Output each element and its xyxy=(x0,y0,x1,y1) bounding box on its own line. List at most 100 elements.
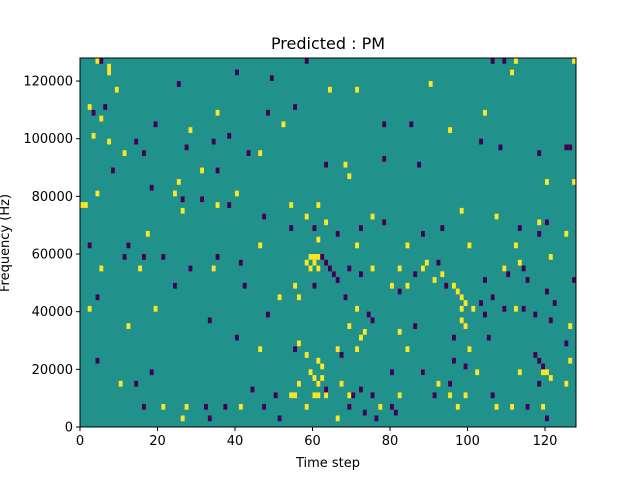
heatmap-cell-high xyxy=(316,202,321,208)
heatmap-cell-low xyxy=(382,156,387,162)
heatmap-cell-low xyxy=(235,69,239,76)
heatmap-cell-high xyxy=(541,369,545,376)
chart-title: Predicted : PM xyxy=(271,34,385,53)
heatmap-cell-high xyxy=(359,334,363,341)
heatmap-cell-low xyxy=(134,380,139,387)
heatmap-cell-high xyxy=(153,305,158,312)
heatmap-cell-high xyxy=(471,305,476,312)
heatmap-cell-high xyxy=(432,277,437,283)
heatmap-cell-low xyxy=(242,282,247,289)
heatmap-cell-low xyxy=(397,288,402,295)
heatmap-cell-low xyxy=(502,58,507,64)
heatmap-cell-high xyxy=(459,294,464,301)
heatmap-cell-low xyxy=(359,225,363,231)
heatmap-cell-low xyxy=(153,121,158,128)
heatmap-cell-low xyxy=(533,311,538,318)
heatmap-cell-low xyxy=(293,346,297,353)
heatmap-cell-low xyxy=(204,403,208,410)
heatmap-cell-high xyxy=(316,392,321,399)
heatmap-cell-low xyxy=(95,357,100,364)
heatmap-cell-high xyxy=(87,104,92,110)
heatmap-cell-low xyxy=(444,282,449,289)
heatmap-cell-high xyxy=(316,236,321,243)
heatmap-cell-high xyxy=(188,127,193,133)
heatmap-cell-low xyxy=(568,144,573,151)
heatmap-cell-high xyxy=(304,403,309,410)
heatmap-cell-low xyxy=(273,392,278,399)
heatmap-cell-high xyxy=(335,346,340,353)
heatmap-cell-low xyxy=(207,415,212,422)
heatmap-cell-high xyxy=(320,363,325,370)
heatmap-cell-high xyxy=(161,403,166,410)
x-tick-label: 120 xyxy=(533,434,558,449)
heatmap-cell-low xyxy=(545,415,549,422)
heatmap-cell-low xyxy=(335,277,340,283)
heatmap-cell-low xyxy=(359,271,363,278)
heatmap-cell-low xyxy=(289,225,294,231)
heatmap-cell-low xyxy=(269,75,274,82)
heatmap-cell-high xyxy=(297,380,301,387)
heatmap-cell-high xyxy=(320,375,325,381)
heatmap-cell-high xyxy=(200,167,204,174)
heatmap-cell-low xyxy=(490,392,495,399)
heatmap-cell-low xyxy=(370,317,375,324)
heatmap-cell-high xyxy=(448,392,452,399)
heatmap-cell-low xyxy=(548,317,553,324)
heatmap-cell-high xyxy=(568,357,573,364)
heatmap-cell-low xyxy=(223,403,228,410)
x-tick-label: 0 xyxy=(76,434,84,449)
heatmap-cell-low xyxy=(521,305,526,312)
heatmap-cell-high xyxy=(502,265,507,272)
y-axis: 0 20000 40000 60000 80000 100000 120000 xyxy=(23,75,80,436)
heatmap-cell-high xyxy=(355,346,359,353)
heatmap-cell-high xyxy=(304,259,309,266)
heatmap-cell-low xyxy=(409,121,414,128)
heatmap-cell-low xyxy=(324,386,328,393)
heatmap-cell-high xyxy=(180,415,185,422)
heatmap-cell-high xyxy=(463,323,468,329)
heatmap-cell-high xyxy=(436,380,441,387)
heatmap-cell-low xyxy=(463,363,468,370)
heatmap-cell-high xyxy=(467,346,472,353)
heatmap-cell-low xyxy=(91,109,96,116)
heatmap-cell-high xyxy=(145,230,150,237)
heatmap-cell-low xyxy=(521,265,526,272)
heatmap-cell-high xyxy=(355,305,359,312)
heatmap-cell-high xyxy=(308,254,313,260)
heatmap-cell-high xyxy=(324,219,328,226)
heatmap-cell-high xyxy=(421,265,425,272)
heatmap-cell-low xyxy=(207,317,212,324)
heatmap-cell-low xyxy=(250,386,255,393)
y-axis-label: Frequency (Hz) xyxy=(0,194,13,292)
heatmap-cell-low xyxy=(413,271,418,278)
heatmap-cell-low xyxy=(266,109,270,116)
heatmap-cell-low xyxy=(525,277,530,283)
heatmap-cell-high xyxy=(238,403,243,410)
heatmap-cell-low xyxy=(572,277,576,283)
heatmap-cell-high xyxy=(452,282,456,289)
y-tick-label: 80000 xyxy=(32,190,73,205)
heatmap-cell-low xyxy=(161,254,166,260)
heatmap-cell-high xyxy=(428,81,433,87)
heatmap-cell-low xyxy=(436,259,441,266)
heatmap-cell-low xyxy=(390,403,394,410)
heatmap-cell-low xyxy=(126,242,131,249)
heatmap-cell-low xyxy=(374,415,379,422)
heatmap-cell-high xyxy=(80,202,84,208)
heatmap-cell-high xyxy=(281,121,286,128)
heatmap-cell-low xyxy=(227,132,232,139)
heatmap-cell-high xyxy=(83,202,88,208)
heatmap-cell-high xyxy=(180,207,185,214)
heatmap-cell-high xyxy=(397,392,402,399)
heatmap-cell-high xyxy=(316,265,321,272)
heatmap-cell-low xyxy=(180,196,185,203)
heatmap-cell-high xyxy=(173,190,177,197)
heatmap-cell-high xyxy=(138,265,142,272)
heatmap-cell-high xyxy=(483,109,487,116)
heatmap-cell-low xyxy=(382,121,387,128)
heatmap-cell-high xyxy=(99,265,104,272)
heatmap-cell-high xyxy=(510,403,514,410)
heatmap-cell-low xyxy=(479,300,483,306)
heatmap-cell-high xyxy=(122,150,127,157)
heatmap-cell-low xyxy=(421,230,425,237)
